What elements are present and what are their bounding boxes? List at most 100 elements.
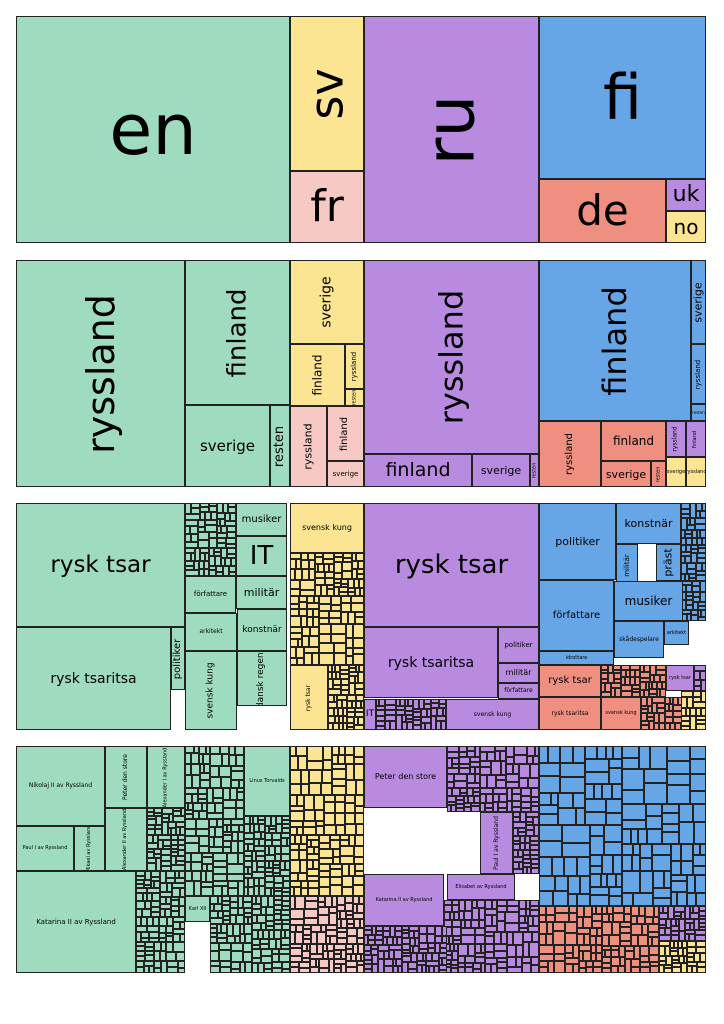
person-tile bbox=[264, 969, 272, 973]
occupation-tile bbox=[328, 702, 337, 708]
person-tile bbox=[269, 930, 274, 939]
person-tile bbox=[346, 944, 353, 949]
person-tile bbox=[507, 957, 516, 967]
occupation-tile bbox=[660, 689, 666, 697]
person-tile bbox=[505, 912, 519, 923]
person-tile bbox=[281, 833, 290, 838]
person-tile bbox=[342, 864, 349, 876]
occupation-tile bbox=[431, 708, 437, 716]
person-tile bbox=[301, 784, 309, 795]
country-cell-ryssland-label: ryssland bbox=[686, 468, 706, 475]
person-tile bbox=[273, 868, 280, 873]
person-tile bbox=[475, 957, 485, 963]
country-cell-finland-label: finland bbox=[385, 459, 451, 481]
occupation-cell-militär-label: militär bbox=[505, 668, 532, 677]
occupation-tile bbox=[339, 716, 343, 723]
occupation-tile bbox=[689, 574, 696, 578]
occupation-tile bbox=[315, 572, 325, 578]
person-tile bbox=[136, 871, 145, 876]
occupation-tile bbox=[319, 634, 331, 643]
person-cell-elisabet-av-ryssland: Elisabet av Ryssland bbox=[447, 874, 515, 900]
occupation-tile bbox=[217, 533, 227, 538]
person-tile bbox=[583, 917, 592, 928]
occupation-tile bbox=[701, 691, 706, 702]
person-tile bbox=[456, 804, 464, 808]
occupation-tile bbox=[681, 691, 693, 697]
person-tile bbox=[326, 936, 330, 944]
person-tile bbox=[159, 926, 166, 933]
person-tile bbox=[672, 956, 679, 960]
occupation-tile bbox=[687, 697, 693, 708]
person-tile bbox=[275, 846, 281, 854]
person-tile bbox=[160, 904, 171, 909]
person-tile bbox=[238, 853, 244, 864]
person-tile bbox=[690, 774, 706, 791]
person-tile bbox=[467, 774, 475, 783]
occupation-tile bbox=[402, 715, 406, 722]
person-tile bbox=[530, 850, 539, 855]
person-tile bbox=[531, 859, 539, 864]
occupation-tile bbox=[353, 654, 364, 665]
occupation-tile bbox=[656, 665, 666, 670]
occupation-tile bbox=[353, 624, 364, 638]
person-tile bbox=[662, 804, 679, 813]
person-tile bbox=[667, 746, 690, 761]
person-tile bbox=[372, 955, 378, 964]
person-tile bbox=[507, 906, 519, 912]
occupation-tile bbox=[697, 553, 706, 558]
person-tile bbox=[579, 968, 586, 973]
language-cell-uk-label: uk bbox=[672, 182, 700, 207]
occupation-tile bbox=[205, 520, 217, 525]
person-tile bbox=[307, 860, 313, 869]
person-tile bbox=[696, 947, 706, 953]
occupation-tile bbox=[431, 699, 439, 703]
person-tile bbox=[519, 923, 528, 928]
person-tile bbox=[227, 825, 231, 832]
person-tile bbox=[695, 935, 706, 941]
person-tile bbox=[611, 957, 620, 966]
person-tile bbox=[310, 944, 317, 954]
person-tile bbox=[409, 926, 419, 931]
person-tile bbox=[152, 893, 160, 901]
person-tile bbox=[215, 827, 223, 837]
person-tile bbox=[282, 962, 290, 969]
occupation-tile bbox=[200, 553, 205, 561]
person-tile bbox=[681, 861, 693, 875]
person-tile bbox=[453, 936, 461, 940]
person-tile bbox=[671, 881, 687, 892]
person-tile bbox=[243, 952, 252, 962]
occupation-tile bbox=[307, 617, 313, 627]
person-tile bbox=[244, 908, 252, 913]
occupation-cell-musiker: musiker bbox=[614, 581, 683, 621]
person-tile bbox=[513, 857, 523, 862]
person-tile bbox=[402, 938, 410, 944]
person-tile bbox=[160, 892, 172, 897]
person-tile bbox=[203, 754, 210, 764]
person-tile bbox=[142, 909, 151, 917]
person-tile bbox=[276, 939, 281, 949]
person-tile bbox=[530, 906, 539, 910]
person-tile bbox=[280, 870, 290, 876]
occupation-tile bbox=[346, 656, 353, 665]
person-tile bbox=[202, 853, 213, 857]
person-tile bbox=[458, 956, 465, 963]
person-tile bbox=[402, 950, 410, 953]
occupation-tile bbox=[290, 580, 300, 589]
person-tile bbox=[153, 917, 159, 926]
person-tile bbox=[147, 808, 154, 812]
occupation-tile bbox=[185, 570, 199, 576]
person-tile bbox=[480, 761, 491, 767]
country-cell-sverige-label: sverige bbox=[332, 469, 359, 478]
person-tile bbox=[632, 855, 640, 871]
occupation-tile bbox=[601, 679, 608, 683]
person-tile bbox=[254, 846, 265, 851]
person-tile bbox=[699, 923, 706, 927]
occupation-tile bbox=[702, 538, 706, 545]
occupation-cell-präst-label: präst bbox=[662, 548, 676, 577]
person-tile bbox=[207, 803, 215, 813]
occupation-tile bbox=[307, 596, 314, 603]
occupation-tile bbox=[355, 683, 364, 689]
person-tile bbox=[210, 918, 223, 924]
person-tile bbox=[444, 920, 452, 927]
person-tile bbox=[458, 967, 465, 973]
